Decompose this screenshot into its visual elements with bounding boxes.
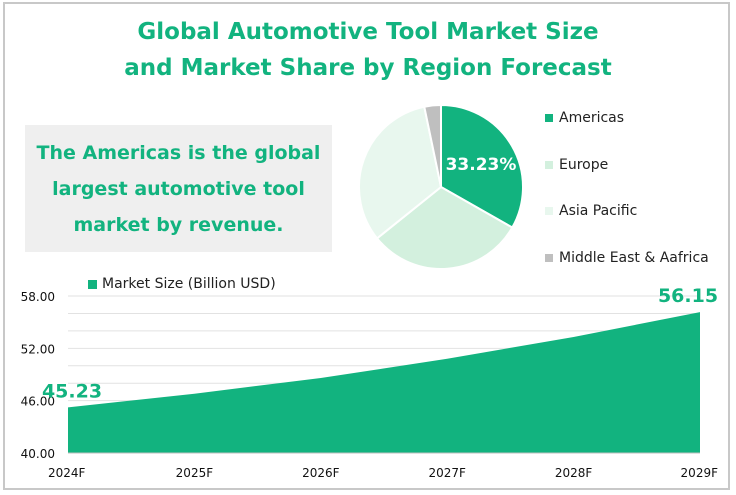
legend-item-americas: Americas xyxy=(545,106,709,130)
y-tick-label: 52.00 xyxy=(21,342,55,356)
legend-label: Asia Pacific xyxy=(559,203,638,219)
title-line-1: Global Automotive Tool Market Size xyxy=(137,19,599,45)
x-tick-label: 2025F xyxy=(176,466,214,480)
callout-line-3: market by revenue. xyxy=(73,213,284,236)
callout-box: The Americas is the global largest autom… xyxy=(25,125,332,252)
area-series-market-size xyxy=(68,312,700,453)
pie-data-label-americas: 33.23% xyxy=(446,155,517,175)
legend-label: Americas xyxy=(559,110,625,126)
area-legend-label: Market Size (Billion USD) xyxy=(102,276,276,292)
pie-chart: 33.23% xyxy=(358,103,524,270)
area-axes: 40.00 46.00 52.00 58.00 2024F 2025F 2026F 2027F… xyxy=(21,285,718,480)
y-tick-label: 40.00 xyxy=(21,447,55,461)
legend-swatch-americas xyxy=(545,114,553,122)
pie-legend: Americas Europe Asia Pacific Middle East… xyxy=(545,106,709,292)
legend-item-asia-pacific: Asia Pacific xyxy=(545,199,709,223)
callout-line-1: The Americas is the global xyxy=(36,141,321,164)
x-tick-label: 2028F xyxy=(555,466,593,480)
legend-swatch-europe xyxy=(545,160,553,169)
legend-swatch-mea xyxy=(545,253,553,262)
pie-slice-europe xyxy=(375,185,514,270)
x-tick-label: 2024F xyxy=(48,466,86,480)
area-legend: Market Size (Billion USD) xyxy=(88,276,276,292)
pie-slice-americas xyxy=(440,103,524,229)
x-tick-label: 2026F xyxy=(302,466,340,480)
chart-title: Global Automotive Tool Market Size and M… xyxy=(0,14,736,86)
legend-item-europe: Europe xyxy=(545,153,709,177)
legend-swatch-asia-pacific xyxy=(545,207,553,215)
x-tick-label: 2027F xyxy=(428,466,466,480)
pie-slice-mea xyxy=(423,103,442,188)
title-line-2: and Market Share by Region Forecast xyxy=(124,55,612,81)
area-data-label: 45.23 xyxy=(42,380,102,402)
legend-label: Middle East & Aafrica xyxy=(559,249,709,266)
pie-slice-asia-pacific xyxy=(358,105,443,240)
y-tick-label: 46.00 xyxy=(21,395,55,409)
area-chart xyxy=(68,312,700,453)
area-data-label: 56.15 xyxy=(658,285,718,307)
legend-label: Europe xyxy=(559,156,609,173)
callout-line-2: largest automotive tool xyxy=(52,177,305,200)
y-tick-label: 58.00 xyxy=(21,290,55,304)
legend-item-mea: Middle East & Aafrica xyxy=(545,246,709,270)
x-tick-label: 2029F xyxy=(681,466,719,480)
area-legend-swatch xyxy=(88,279,97,289)
